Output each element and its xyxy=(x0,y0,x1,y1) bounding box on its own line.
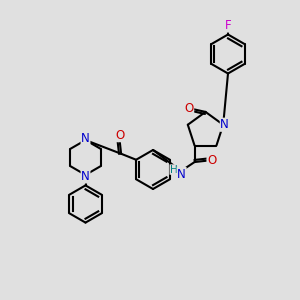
Text: N: N xyxy=(177,167,186,181)
Text: O: O xyxy=(184,102,194,116)
Text: F: F xyxy=(225,19,231,32)
Text: N: N xyxy=(81,170,90,183)
Text: N: N xyxy=(220,118,229,131)
Text: O: O xyxy=(207,154,216,167)
Text: O: O xyxy=(115,129,124,142)
Text: N: N xyxy=(81,132,90,145)
Text: H: H xyxy=(170,164,178,175)
